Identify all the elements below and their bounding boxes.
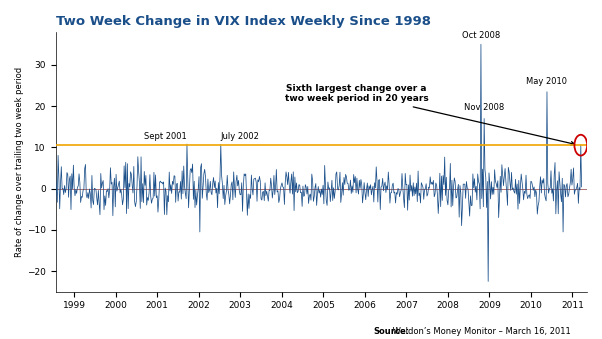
Text: Sept 2001: Sept 2001 bbox=[144, 132, 187, 141]
Text: July 2002: July 2002 bbox=[221, 132, 259, 141]
Text: Weldon’s Money Monitor – March 16, 2011: Weldon’s Money Monitor – March 16, 2011 bbox=[390, 327, 571, 336]
Text: Two Week Change in VIX Index Weekly Since 1998: Two Week Change in VIX Index Weekly Sinc… bbox=[55, 15, 430, 28]
Text: Source:: Source: bbox=[373, 327, 409, 336]
Text: Oct 2008: Oct 2008 bbox=[462, 31, 500, 40]
Text: Nov 2008: Nov 2008 bbox=[464, 103, 504, 112]
Y-axis label: Rate of change over trailing two week period: Rate of change over trailing two week pe… bbox=[15, 67, 24, 257]
Text: Sixth largest change over a
two week period in 20 years: Sixth largest change over a two week per… bbox=[285, 84, 575, 145]
Text: May 2010: May 2010 bbox=[527, 77, 568, 86]
